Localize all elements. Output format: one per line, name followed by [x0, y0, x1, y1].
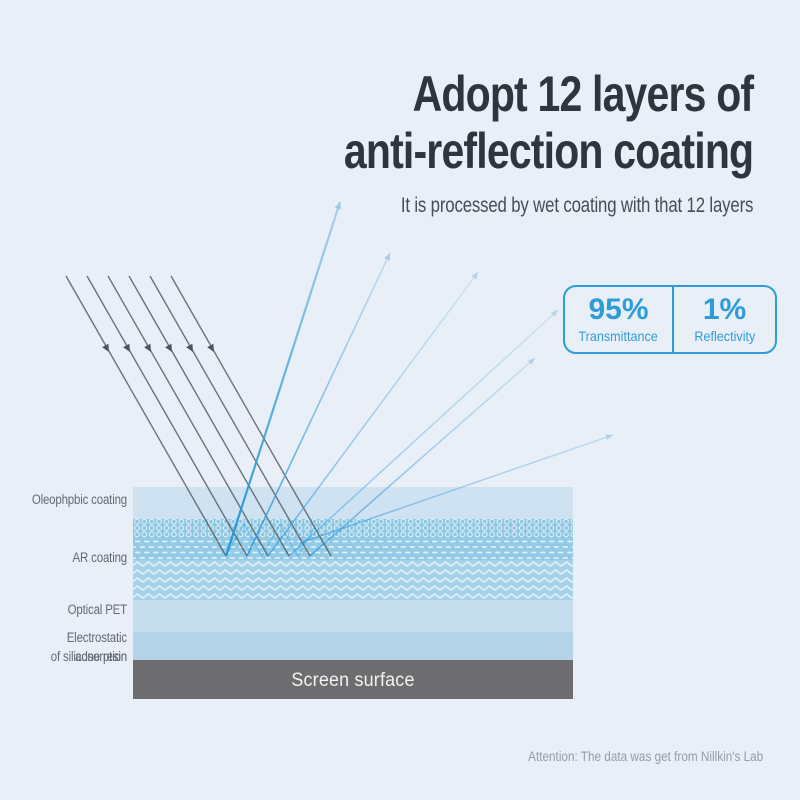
reflectivity-cell: 1% Reflectivity: [674, 287, 775, 352]
incident-ray: [65, 275, 227, 557]
reflected-ray: [299, 434, 614, 544]
layer-label-oleophobic: Oleophpbic coating: [31, 492, 127, 507]
page-title-line2: anti-reflection coating: [343, 123, 754, 179]
transmittance-label: Transmittance: [578, 328, 659, 344]
transmittance-value: 95%: [588, 293, 649, 326]
header: Adopt 12 layers of anti-reflection coati…: [254, 66, 754, 218]
transmittance-cell: 95% Transmittance: [565, 287, 675, 352]
reflected-ray: [309, 357, 536, 557]
incident-ray: [86, 275, 248, 557]
subsurface-bounce-path: [225, 522, 317, 558]
reflected-ray: [288, 309, 559, 557]
incident-ray-arrowheads: [102, 343, 214, 352]
layer-stack: [133, 487, 573, 699]
screen-surface-label: Screen surface: [291, 669, 415, 691]
page-title: Adopt 12 layers of anti-reflection coati…: [343, 66, 754, 180]
page-title-line1: Adopt 12 layers of: [412, 66, 753, 122]
reflected-ray: [224, 201, 342, 557]
layer-ar-chevron-pattern: [133, 560, 573, 600]
incident-ray: [128, 275, 290, 557]
reflected-rays: [224, 201, 614, 557]
layer-ar-dashes-pattern: [133, 538, 573, 560]
reflectivity-label: Reflectivity: [694, 328, 755, 344]
screen-surface-bar: [133, 660, 573, 699]
layer-label-electrostatic-line2: of silicone resin: [50, 649, 127, 664]
reflected-ray: [267, 271, 479, 557]
page-subtitle: It is processed by wet coating with that…: [400, 194, 754, 217]
layer-oleophobic-band: [133, 487, 573, 519]
incident-ray: [149, 275, 311, 557]
reflected-ray: [246, 252, 391, 557]
stats-box: 95% Transmittance 1% Reflectivity: [563, 285, 777, 354]
footer-note: Attention: The data was get from Nillkin…: [527, 749, 763, 764]
reflectivity-value: 1%: [702, 293, 747, 326]
layer-label-ar-coating: AR coating: [72, 550, 128, 565]
incident-ray: [170, 275, 332, 557]
layer-ar-circles-pattern: [133, 519, 573, 538]
layer-optical-pet-band: [133, 600, 573, 632]
reflected-ray-arrowheads: [334, 202, 613, 441]
layer-label-optical-pet: Optical PET: [67, 602, 128, 617]
incident-rays: [65, 275, 332, 557]
layer-label-electrostatic-line1: Electrostatic adsorption: [66, 630, 127, 664]
layer-electrostatic-band: [133, 632, 573, 660]
